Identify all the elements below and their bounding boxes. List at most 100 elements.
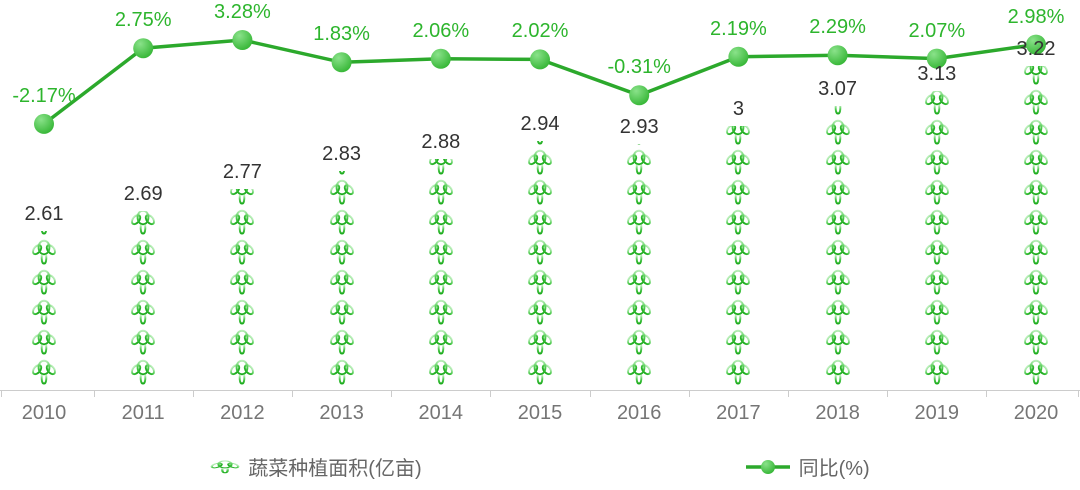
vegetable-icon	[527, 329, 553, 355]
vegetable-icon	[725, 329, 752, 355]
x-axis-label-2020: 2020	[1013, 402, 1059, 424]
vegetable-icon	[527, 299, 553, 325]
vegetable-icon	[626, 209, 653, 235]
axis-tick	[1, 390, 2, 397]
vegetable-icon	[527, 209, 553, 235]
vegetable-icon	[31, 231, 57, 235]
yoy-point-2017[interactable]	[728, 46, 749, 67]
yoy-point-2016[interactable]	[629, 85, 650, 106]
axis-tick	[986, 390, 988, 397]
vegetable-icon	[626, 149, 653, 175]
vegetable-bar-2016[interactable]	[626, 144, 653, 386]
vegetable-bar-2019[interactable]	[923, 91, 950, 386]
legend-item-vegetable-area[interactable]: 蔬菜种植面积(亿亩)	[210, 452, 422, 481]
vegetable-icon	[31, 359, 57, 385]
vegetable-bar-2014[interactable]	[427, 159, 454, 386]
vegetable-bar-2018[interactable]	[824, 106, 851, 386]
yoy-point-2011[interactable]	[133, 38, 154, 59]
vegetable-icon	[626, 359, 653, 385]
legend-label-yoy: 同比(%)	[798, 458, 870, 480]
vegetable-icon	[328, 171, 355, 175]
vegetable-icon	[130, 269, 157, 295]
vegetable-icon	[923, 359, 950, 385]
vegetable-icon	[1023, 119, 1049, 145]
axis-tick	[391, 390, 393, 397]
vegetable-icon	[130, 239, 157, 265]
vegetable-bar-2010[interactable]	[31, 231, 57, 386]
bar-value-label: 2.93	[619, 116, 659, 138]
vegetable-icon	[824, 119, 851, 145]
line-dot-icon	[745, 459, 790, 474]
vegetable-icon-partial	[328, 171, 355, 176]
vegetable-icon	[626, 329, 653, 355]
x-axis-label-2014: 2014	[418, 402, 464, 424]
vegetable-icon	[130, 359, 157, 385]
vegetable-icon	[1023, 66, 1049, 85]
yoy-point-2013[interactable]	[331, 52, 352, 73]
vegetable-icon	[923, 239, 950, 265]
vegetable-icon	[1023, 89, 1049, 115]
vegetable-icon-partial	[725, 126, 752, 146]
vegetable-icon-partial	[31, 231, 57, 236]
vegetable-icon	[427, 359, 454, 385]
vegetable-bar-2020[interactable]	[1023, 66, 1049, 386]
axis-tick	[1078, 390, 1079, 397]
bar-value-label: 3	[732, 98, 744, 120]
x-axis-line	[0, 390, 1080, 391]
axis-tick	[192, 390, 194, 397]
vegetable-icon	[527, 269, 553, 295]
vegetable-icon	[229, 209, 256, 235]
vegetable-bar-2011[interactable]	[130, 211, 157, 386]
vegetable-icon	[824, 359, 851, 385]
yoy-point-2015[interactable]	[530, 49, 550, 70]
bar-value-label: 3.07	[818, 78, 858, 100]
yoy-value-label: -2.17%	[12, 84, 76, 107]
yoy-value-label: 2.98%	[1007, 5, 1065, 28]
yoy-point-2010[interactable]	[34, 113, 54, 134]
vegetable-icon	[1023, 209, 1049, 235]
vegetable-icon	[923, 209, 950, 235]
vegetable-icon	[725, 269, 752, 295]
vegetable-icon	[923, 91, 950, 115]
vegetable-icon	[725, 126, 752, 145]
yoy-point-2018[interactable]	[827, 45, 848, 66]
yoy-line	[42, 38, 1037, 126]
vegetable-icon	[1023, 179, 1049, 205]
vegetable-bar-2012[interactable]	[229, 189, 256, 386]
vegetable-icon	[328, 239, 355, 265]
vegetable-bar-2017[interactable]	[725, 126, 752, 386]
yoy-value-label: 1.83%	[313, 23, 370, 46]
x-axis-label-2015: 2015	[517, 402, 563, 424]
yoy-value-label: 2.07%	[908, 19, 966, 42]
vegetable-icon	[427, 239, 454, 265]
vegetable-icon	[626, 179, 653, 205]
vegetable-icon	[229, 269, 256, 295]
vegetable-icon	[527, 359, 553, 385]
yoy-value-label: 2.75%	[114, 9, 172, 32]
vegetable-icon	[31, 329, 57, 355]
vegetable-icon	[210, 459, 241, 474]
vegetable-icon	[328, 359, 355, 385]
yoy-point-2014[interactable]	[430, 48, 451, 69]
vegetable-icon	[130, 299, 157, 325]
vegetable-icon	[427, 209, 454, 235]
vegetable-icon	[626, 299, 653, 325]
axis-tick	[292, 390, 293, 397]
yoy-point-2012[interactable]	[232, 30, 253, 50]
vegetable-icon-partial	[527, 141, 553, 146]
bar-value-label: 2.61	[24, 203, 64, 225]
vegetable-icon	[31, 269, 57, 295]
vegetable-bar-2013[interactable]	[328, 171, 355, 386]
legend-item-yoy[interactable]: 同比(%)	[745, 452, 870, 481]
vegetable-icon	[229, 299, 256, 325]
vegetable-icon	[229, 189, 256, 205]
vegetable-icon	[824, 179, 851, 205]
vegetable-icon	[527, 149, 553, 175]
yoy-value-label: 3.28%	[214, 1, 271, 23]
vegetable-bar-2015[interactable]	[527, 141, 553, 386]
vegetable-icon	[824, 239, 851, 265]
vegetable-icon-partial	[130, 211, 157, 236]
vegetable-icon	[427, 299, 454, 325]
vegetable-icon	[626, 239, 653, 265]
vegetable-icon	[229, 239, 256, 265]
